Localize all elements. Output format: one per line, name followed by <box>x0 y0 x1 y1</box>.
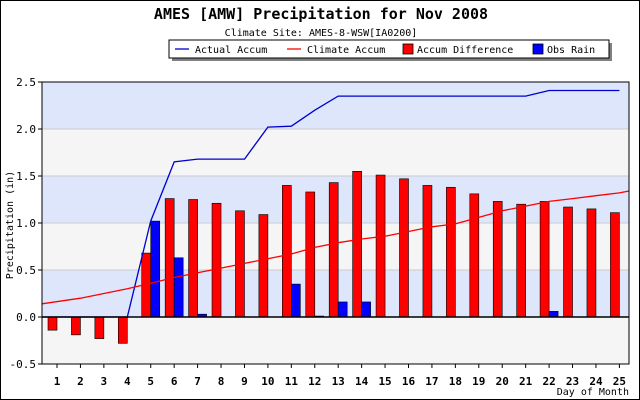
bar-accum-difference <box>164 198 175 318</box>
bar-accum-difference <box>399 178 409 318</box>
x-tick-label: 15 <box>378 375 391 388</box>
bar-obs-rain <box>291 283 301 318</box>
x-tick-label: 11 <box>285 375 299 388</box>
x-tick-label: 8 <box>218 375 225 388</box>
bar-accum-difference <box>117 316 128 344</box>
legend-swatch-box <box>532 43 544 55</box>
y-tick-label: 1.5 <box>16 170 36 183</box>
x-tick-label: 7 <box>194 375 201 388</box>
bar-accum-difference <box>492 201 503 318</box>
bar-accum-difference <box>211 202 222 318</box>
bar-accum-difference <box>539 201 550 318</box>
x-tick-label: 20 <box>496 375 509 388</box>
x-tick-label: 12 <box>308 375 321 388</box>
bar-series-group <box>47 171 620 344</box>
y-axis-label: Precipitation (in) <box>5 171 16 279</box>
chart-subtitle: Climate Site: AMES-8-WSW[IA0200] <box>225 28 418 39</box>
bar-obs-rain <box>173 257 184 318</box>
x-tick-label: 13 <box>332 375 345 388</box>
bar-accum-difference <box>563 206 573 318</box>
y-tick-label: 0.5 <box>16 264 36 277</box>
legend-label: Climate Accum <box>307 45 385 56</box>
bar-accum-difference <box>610 212 620 318</box>
x-tick-label: 23 <box>566 375 579 388</box>
bar-accum-difference <box>328 182 339 318</box>
plot-band <box>42 129 629 176</box>
bar-accum-difference <box>516 203 526 318</box>
bar-accum-difference <box>469 193 480 318</box>
bar-accum-difference <box>282 185 292 318</box>
x-tick-label: 3 <box>101 375 108 388</box>
x-tick-label: 9 <box>241 375 248 388</box>
legend-label: Accum Difference <box>417 45 513 56</box>
legend-label: Obs Rain <box>547 45 595 56</box>
line-climate-accum <box>41 190 630 305</box>
line-actual-accum <box>42 89 620 318</box>
bar-accum-difference <box>188 199 198 318</box>
x-tick-label: 24 <box>589 375 603 388</box>
x-tick-label: 6 <box>171 375 178 388</box>
bar-obs-rain <box>548 311 559 318</box>
bar-obs-rain <box>361 301 371 318</box>
x-tick-labels: 1 2 3 4 5 6 7 8 9 10 11 12 13 14 15 16 17 18 19 20 21 22 23 24 2… <box>54 364 626 388</box>
plot-band <box>42 317 629 364</box>
bar-accum-difference <box>71 316 81 336</box>
bar-obs-rain <box>337 301 348 318</box>
x-tick-label: 5 <box>147 375 154 388</box>
y-tick-label: 2.5 <box>16 76 36 89</box>
plot-band <box>42 82 629 129</box>
bar-accum-difference <box>94 316 105 339</box>
x-tick-label: 21 <box>519 375 533 388</box>
bar-accum-difference <box>375 174 386 318</box>
x-tick-label: 4 <box>124 375 131 388</box>
bar-accum-difference <box>352 171 362 318</box>
bar-accum-difference <box>586 208 597 318</box>
x-tick-label: 10 <box>261 375 274 388</box>
x-tick-label: 25 <box>613 375 626 388</box>
x-tick-label: 2 <box>77 375 84 388</box>
legend-swatch-box <box>402 43 414 55</box>
x-tick-label: 18 <box>449 375 462 388</box>
legend-box <box>168 39 610 59</box>
x-tick-label: 1 <box>54 375 61 388</box>
x-tick-label: 14 <box>355 375 369 388</box>
x-tick-label: 22 <box>542 375 555 388</box>
bar-obs-rain <box>150 220 161 318</box>
y-tick-label: 2.0 <box>16 123 36 136</box>
line-series-group <box>41 89 630 318</box>
x-tick-label: 17 <box>425 375 438 388</box>
bar-accum-difference <box>47 316 58 331</box>
y-tick-label: 0.0 <box>16 311 36 324</box>
bar-accum-difference <box>305 191 316 318</box>
bar-accum-difference <box>422 185 433 318</box>
y-tick-label: 1.0 <box>16 217 36 230</box>
x-tick-label: 16 <box>402 375 416 388</box>
y-tick-labels: -0.5 0.0 0.5 1.0 1.5 2.0 2.5 <box>10 76 42 371</box>
bar-accum-difference <box>446 186 456 318</box>
x-tick-label: 19 <box>472 375 485 388</box>
chart-title: AMES [AMW] Precipitation for Nov 2008 <box>154 5 488 23</box>
x-axis-label: Day of Month <box>557 387 629 398</box>
bar-accum-difference <box>258 214 269 318</box>
legend: Actual Accum Climate Accum Accum Differenc… <box>168 39 612 61</box>
legend-label: Actual Accum <box>195 45 267 56</box>
y-tick-label: -0.5 <box>10 358 37 371</box>
